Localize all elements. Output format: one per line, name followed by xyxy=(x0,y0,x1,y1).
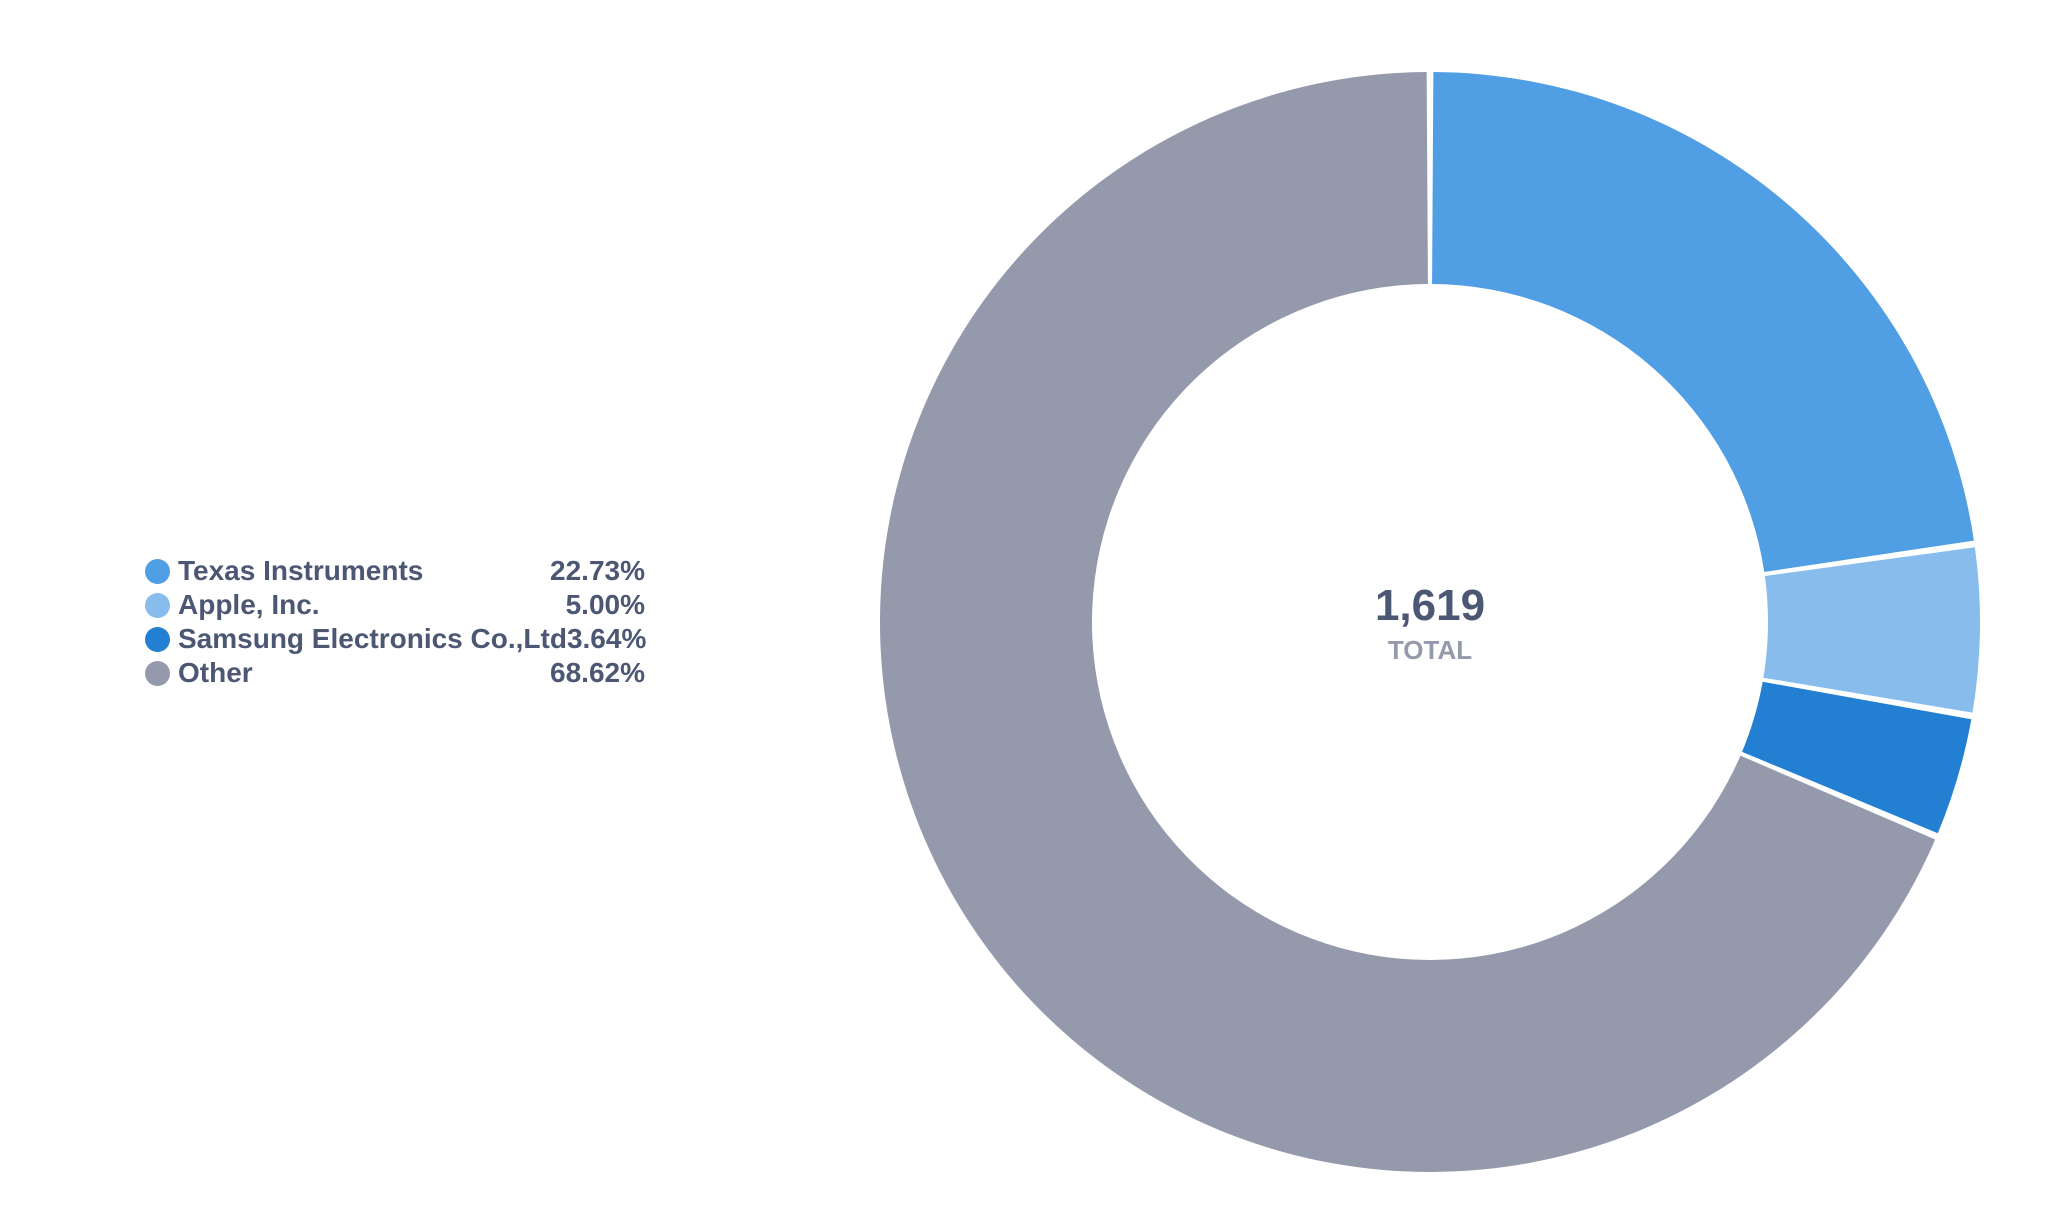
legend-percent: 22.73% xyxy=(550,555,645,586)
legend-item-apple[interactable]: Apple, Inc. 5.00% xyxy=(145,588,645,622)
legend-swatch xyxy=(145,626,170,652)
slice-other[interactable] xyxy=(879,72,1936,1173)
legend-swatch xyxy=(145,558,170,584)
slice-texas-instruments[interactable] xyxy=(1432,72,1974,572)
total-value: 1,619 xyxy=(1375,581,1485,630)
legend-item-other[interactable]: Other 68.62% xyxy=(145,656,645,690)
legend-item-texas-instruments[interactable]: Texas Instruments 22.73% xyxy=(145,554,645,588)
legend-label: Apple, Inc. xyxy=(178,589,320,620)
chart-legend: Texas Instruments 22.73% Apple, Inc. 5.0… xyxy=(145,554,647,690)
legend-swatch xyxy=(145,660,170,686)
donut-slices xyxy=(879,72,1980,1173)
total-label: TOTAL xyxy=(1388,635,1472,665)
legend-label: Other xyxy=(178,657,253,688)
legend-label: Texas Instruments xyxy=(178,555,424,586)
legend-percent: 5.00% xyxy=(565,589,645,620)
legend-percent: 3.64% xyxy=(566,623,647,654)
legend-label: Samsung Electronics Co.,Ltd xyxy=(178,623,567,654)
slice-samsung-electronics-co-ltd[interactable] xyxy=(1742,681,1972,834)
slice-apple-inc[interactable] xyxy=(1763,547,1980,713)
legend-percent: 68.62% xyxy=(550,657,645,688)
legend-swatch xyxy=(145,592,170,618)
legend-item-samsung[interactable]: Samsung Electronics Co.,Ltd 3.64% xyxy=(145,622,647,656)
